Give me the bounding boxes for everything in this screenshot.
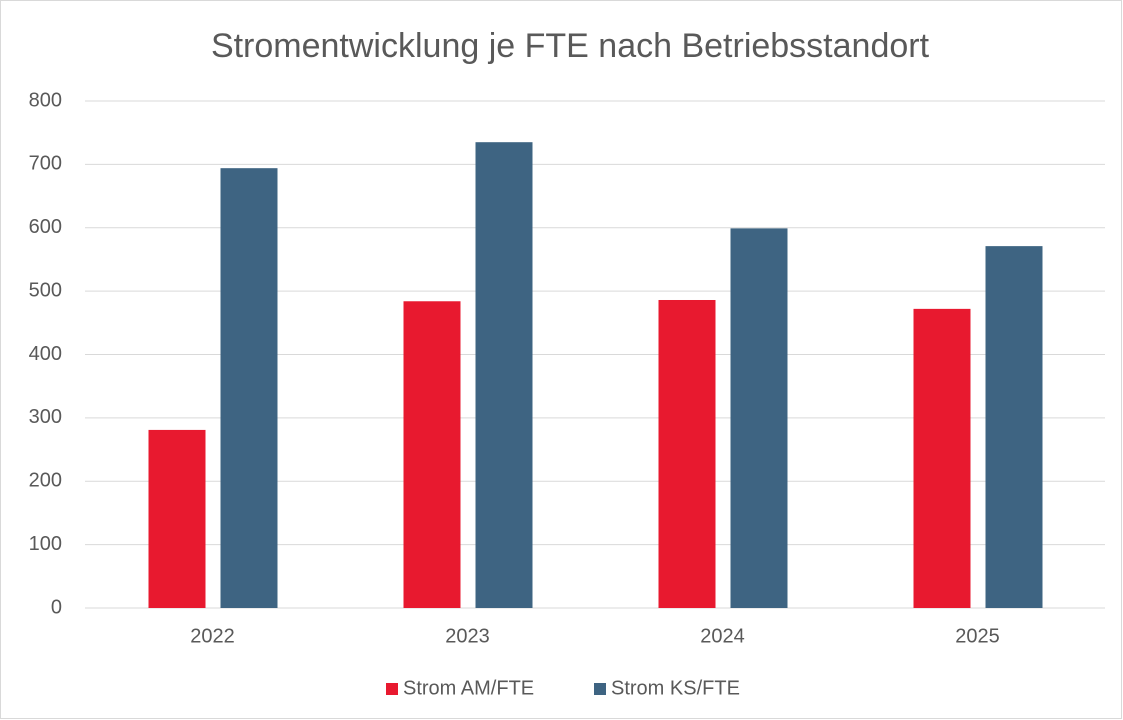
y-tick-label: 600 bbox=[29, 216, 62, 238]
bar bbox=[220, 168, 278, 609]
y-tick-label: 300 bbox=[29, 406, 62, 428]
bar bbox=[658, 299, 716, 608]
y-tick-label: 500 bbox=[29, 279, 62, 301]
y-tick-label: 0 bbox=[51, 596, 62, 618]
legend-label: Strom KS/FTE bbox=[611, 677, 740, 699]
legend-label: Strom AM/FTE bbox=[403, 677, 534, 699]
y-tick-label: 100 bbox=[29, 533, 62, 555]
y-tick-label: 700 bbox=[29, 153, 62, 175]
x-tick-label: 2024 bbox=[700, 625, 745, 647]
bar bbox=[148, 429, 206, 608]
legend-swatch bbox=[594, 683, 606, 695]
y-tick-label: 200 bbox=[29, 470, 62, 492]
bar bbox=[403, 301, 461, 608]
bar bbox=[730, 228, 788, 609]
chart-title: Stromentwicklung je FTE nach Betriebssta… bbox=[211, 27, 930, 65]
bar bbox=[913, 308, 971, 608]
y-tick-label: 800 bbox=[29, 89, 62, 111]
x-tick-label: 2025 bbox=[955, 625, 1000, 647]
y-tick-label: 400 bbox=[29, 343, 62, 365]
bar bbox=[985, 246, 1043, 608]
legend-swatch bbox=[386, 683, 398, 695]
x-tick-label: 2022 bbox=[190, 625, 235, 647]
x-tick-label: 2023 bbox=[445, 625, 490, 647]
bar bbox=[475, 142, 533, 608]
